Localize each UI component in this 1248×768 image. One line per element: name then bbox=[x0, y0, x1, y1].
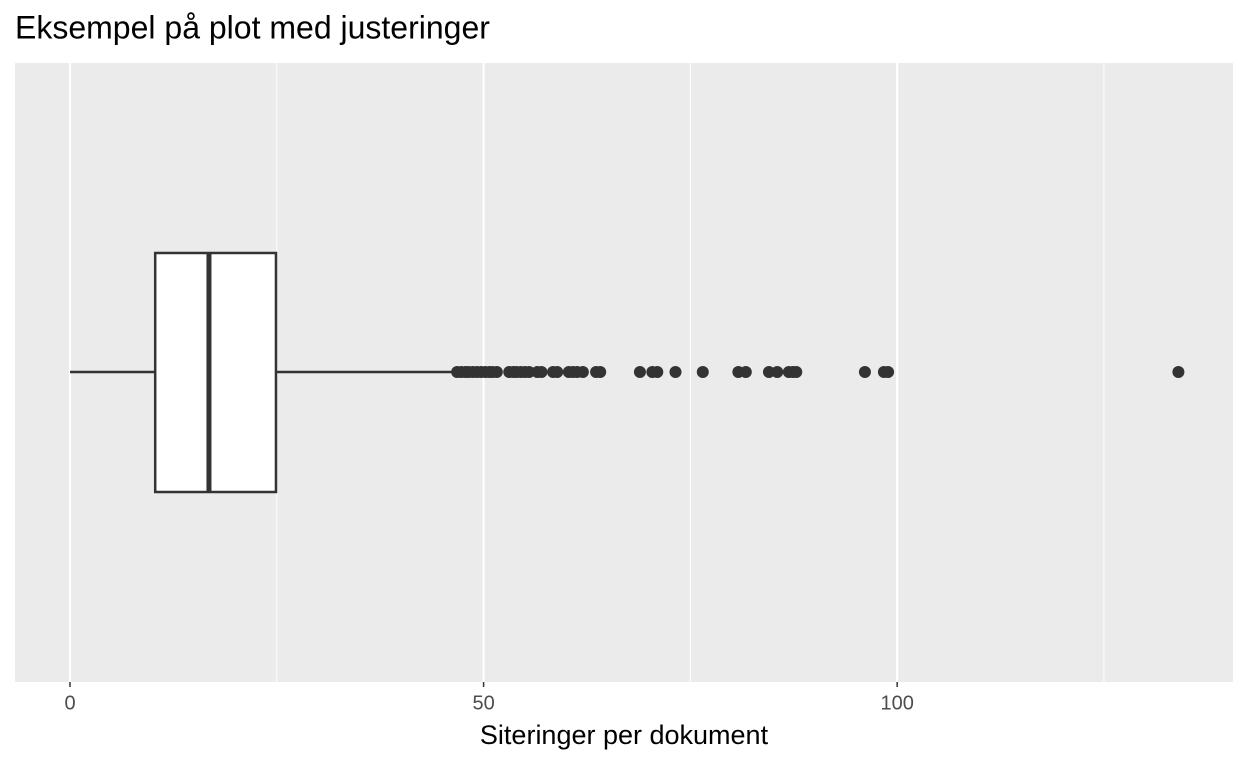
outlier bbox=[882, 366, 895, 378]
outlier bbox=[762, 366, 775, 378]
outlier bbox=[576, 366, 589, 378]
outlier bbox=[551, 366, 564, 378]
outlier bbox=[739, 366, 752, 378]
outlier bbox=[651, 366, 664, 378]
x-axis-label: Siteringer per dokument bbox=[480, 720, 769, 750]
outlier bbox=[594, 366, 607, 378]
outlier bbox=[669, 366, 682, 378]
x-tick-label: 0 bbox=[64, 692, 75, 714]
outlier bbox=[523, 366, 536, 378]
box bbox=[153, 251, 278, 494]
outlier bbox=[771, 366, 784, 378]
outlier bbox=[633, 366, 646, 378]
outlier bbox=[790, 366, 803, 378]
outlier bbox=[535, 366, 548, 378]
outlier bbox=[858, 366, 871, 378]
outlier bbox=[1172, 366, 1185, 378]
outlier bbox=[490, 366, 503, 378]
x-tick-label: 100 bbox=[880, 692, 913, 714]
x-tick-label: 50 bbox=[472, 692, 494, 714]
chart-title: Eksempel på plot med justeringer bbox=[15, 9, 490, 45]
outlier bbox=[696, 366, 709, 378]
